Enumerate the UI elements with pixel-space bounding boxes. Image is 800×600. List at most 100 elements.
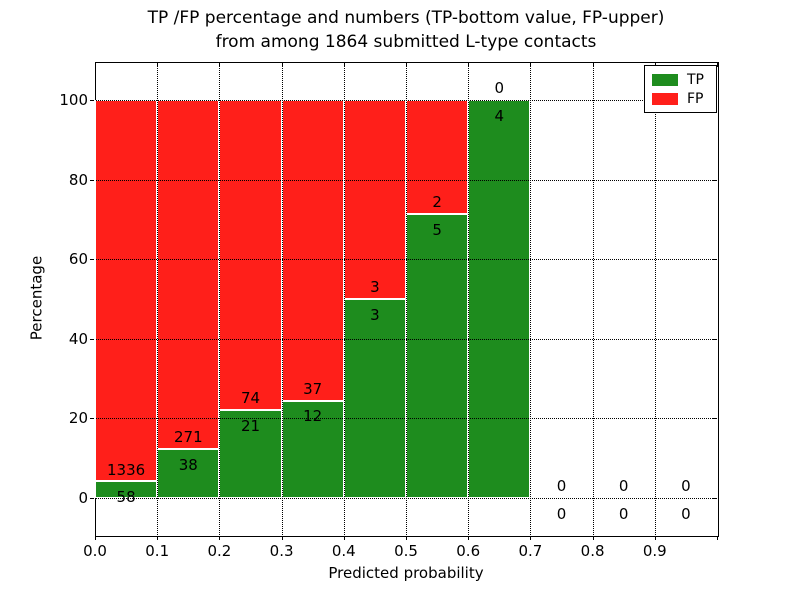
x-tick-mark (343, 536, 345, 540)
x-tick-mark-top (157, 63, 159, 67)
h-gridline (96, 100, 717, 101)
v-gridline (281, 62, 283, 535)
v-gridline (468, 62, 470, 535)
fp-count-label: 3 (370, 278, 380, 297)
chart-title-line2: from among 1864 submitted L-type contact… (215, 32, 597, 52)
fp-count-label: 0 (556, 477, 567, 496)
fp-count-label: 0 (494, 79, 505, 98)
tp-count-label: 12 (303, 407, 323, 426)
y-tick-mark (90, 179, 94, 181)
x-tick-mark (654, 536, 656, 540)
y-tick-mark-right (713, 338, 717, 340)
tp-count-label: 3 (370, 305, 380, 324)
h-gridline (96, 179, 717, 181)
y-tick-label: 60 (68, 250, 88, 269)
h-gridline (96, 498, 717, 499)
x-tick-mark (530, 536, 532, 540)
x-tick-mark (592, 536, 594, 540)
x-tick-mark-top (281, 63, 283, 67)
bar-fp-segment (157, 100, 220, 450)
x-tick-label: 0.0 (83, 542, 107, 560)
x-tick-mark-top (406, 63, 407, 67)
tp-count-label: 38 (178, 455, 198, 474)
tp-count-label: 0 (681, 504, 691, 523)
x-tick-mark-top (468, 63, 470, 67)
bar-tp-segment (343, 299, 406, 498)
fp-count-label: 0 (618, 477, 629, 496)
chart-title-line1: TP /FP percentage and numbers (TP-bottom… (147, 8, 665, 28)
x-tick-label: 0.9 (642, 542, 667, 560)
legend-item-fp: FP (652, 92, 709, 106)
v-gridline (530, 62, 532, 535)
v-gridline (654, 62, 656, 535)
x-tick-label: 0.8 (580, 542, 605, 560)
fp-color-swatch (652, 92, 678, 105)
y-tick-label: 0 (78, 489, 88, 507)
y-tick-mark (90, 259, 94, 261)
tp-color-swatch (652, 73, 678, 86)
y-axis-label: Percentage (27, 255, 46, 341)
x-tick-mark (157, 536, 159, 540)
y-tick-mark-right (713, 179, 717, 181)
h-gridline (96, 259, 717, 261)
bar-tp-segment (406, 213, 469, 498)
y-tick-mark-right (713, 259, 717, 261)
y-tick-mark-right (713, 498, 717, 499)
x-tick-mark (717, 536, 718, 540)
legend-item-tp: TP (652, 73, 709, 87)
x-tick-mark-top (219, 63, 221, 67)
fp-count-label: 2 (432, 192, 442, 211)
fp-count-label: 0 (681, 477, 691, 496)
bar-tp-segment (468, 100, 531, 498)
chart-title: TP /FP percentage and numbers (TP-bottom… (95, 6, 717, 54)
h-gridline (96, 338, 717, 340)
tp-count-label: 21 (240, 416, 261, 435)
x-tick-label: 0.7 (518, 542, 543, 560)
y-tick-mark-right (713, 418, 717, 420)
fp-count-label: 271 (173, 428, 203, 447)
y-tick-mark (90, 498, 94, 499)
x-tick-mark-top (530, 63, 532, 67)
x-tick-label: 0.1 (145, 542, 170, 560)
x-tick-mark-top (95, 63, 96, 67)
x-tick-mark-top (343, 63, 345, 67)
x-tick-mark (406, 536, 407, 540)
x-tick-mark (468, 536, 470, 540)
x-tick-label: 0.4 (331, 542, 356, 560)
v-gridline (219, 62, 221, 535)
tp-count-label: 5 (432, 220, 442, 239)
y-tick-label: 20 (68, 409, 88, 428)
tp-count-label: 58 (116, 488, 136, 507)
bar-fp-segment (281, 100, 344, 401)
tp-count-label: 0 (618, 504, 629, 523)
v-gridline (406, 62, 407, 535)
y-tick-label: 80 (68, 170, 88, 189)
x-tick-label: 0.3 (269, 542, 294, 560)
x-tick-mark-top (717, 63, 718, 67)
v-gridline (592, 62, 594, 535)
bar-tp-segment (219, 410, 282, 498)
y-tick-mark (90, 338, 94, 340)
y-tick-mark (90, 418, 94, 420)
v-gridline (157, 62, 159, 535)
x-tick-mark (281, 536, 283, 540)
x-tick-label: 0.2 (207, 542, 232, 560)
bar-fp-segment (343, 100, 406, 299)
y-tick-mark (90, 100, 94, 101)
tp-count-label: 4 (494, 106, 505, 125)
fp-count-label: 37 (303, 379, 323, 398)
h-gridline (96, 418, 717, 420)
legend: TP FP (644, 65, 717, 113)
fp-count-label: 74 (240, 389, 261, 408)
bar-fp-segment (219, 100, 282, 410)
legend-label-tp: TP (687, 71, 704, 88)
fp-count-label: 1336 (107, 460, 146, 479)
y-tick-label: 40 (68, 329, 88, 348)
x-tick-mark-top (592, 63, 594, 67)
tp-count-label: 0 (556, 504, 567, 523)
x-tick-label: 0.5 (394, 542, 418, 560)
x-tick-mark (219, 536, 221, 540)
bar-tp-segment (157, 449, 220, 498)
v-gridline (343, 62, 345, 535)
